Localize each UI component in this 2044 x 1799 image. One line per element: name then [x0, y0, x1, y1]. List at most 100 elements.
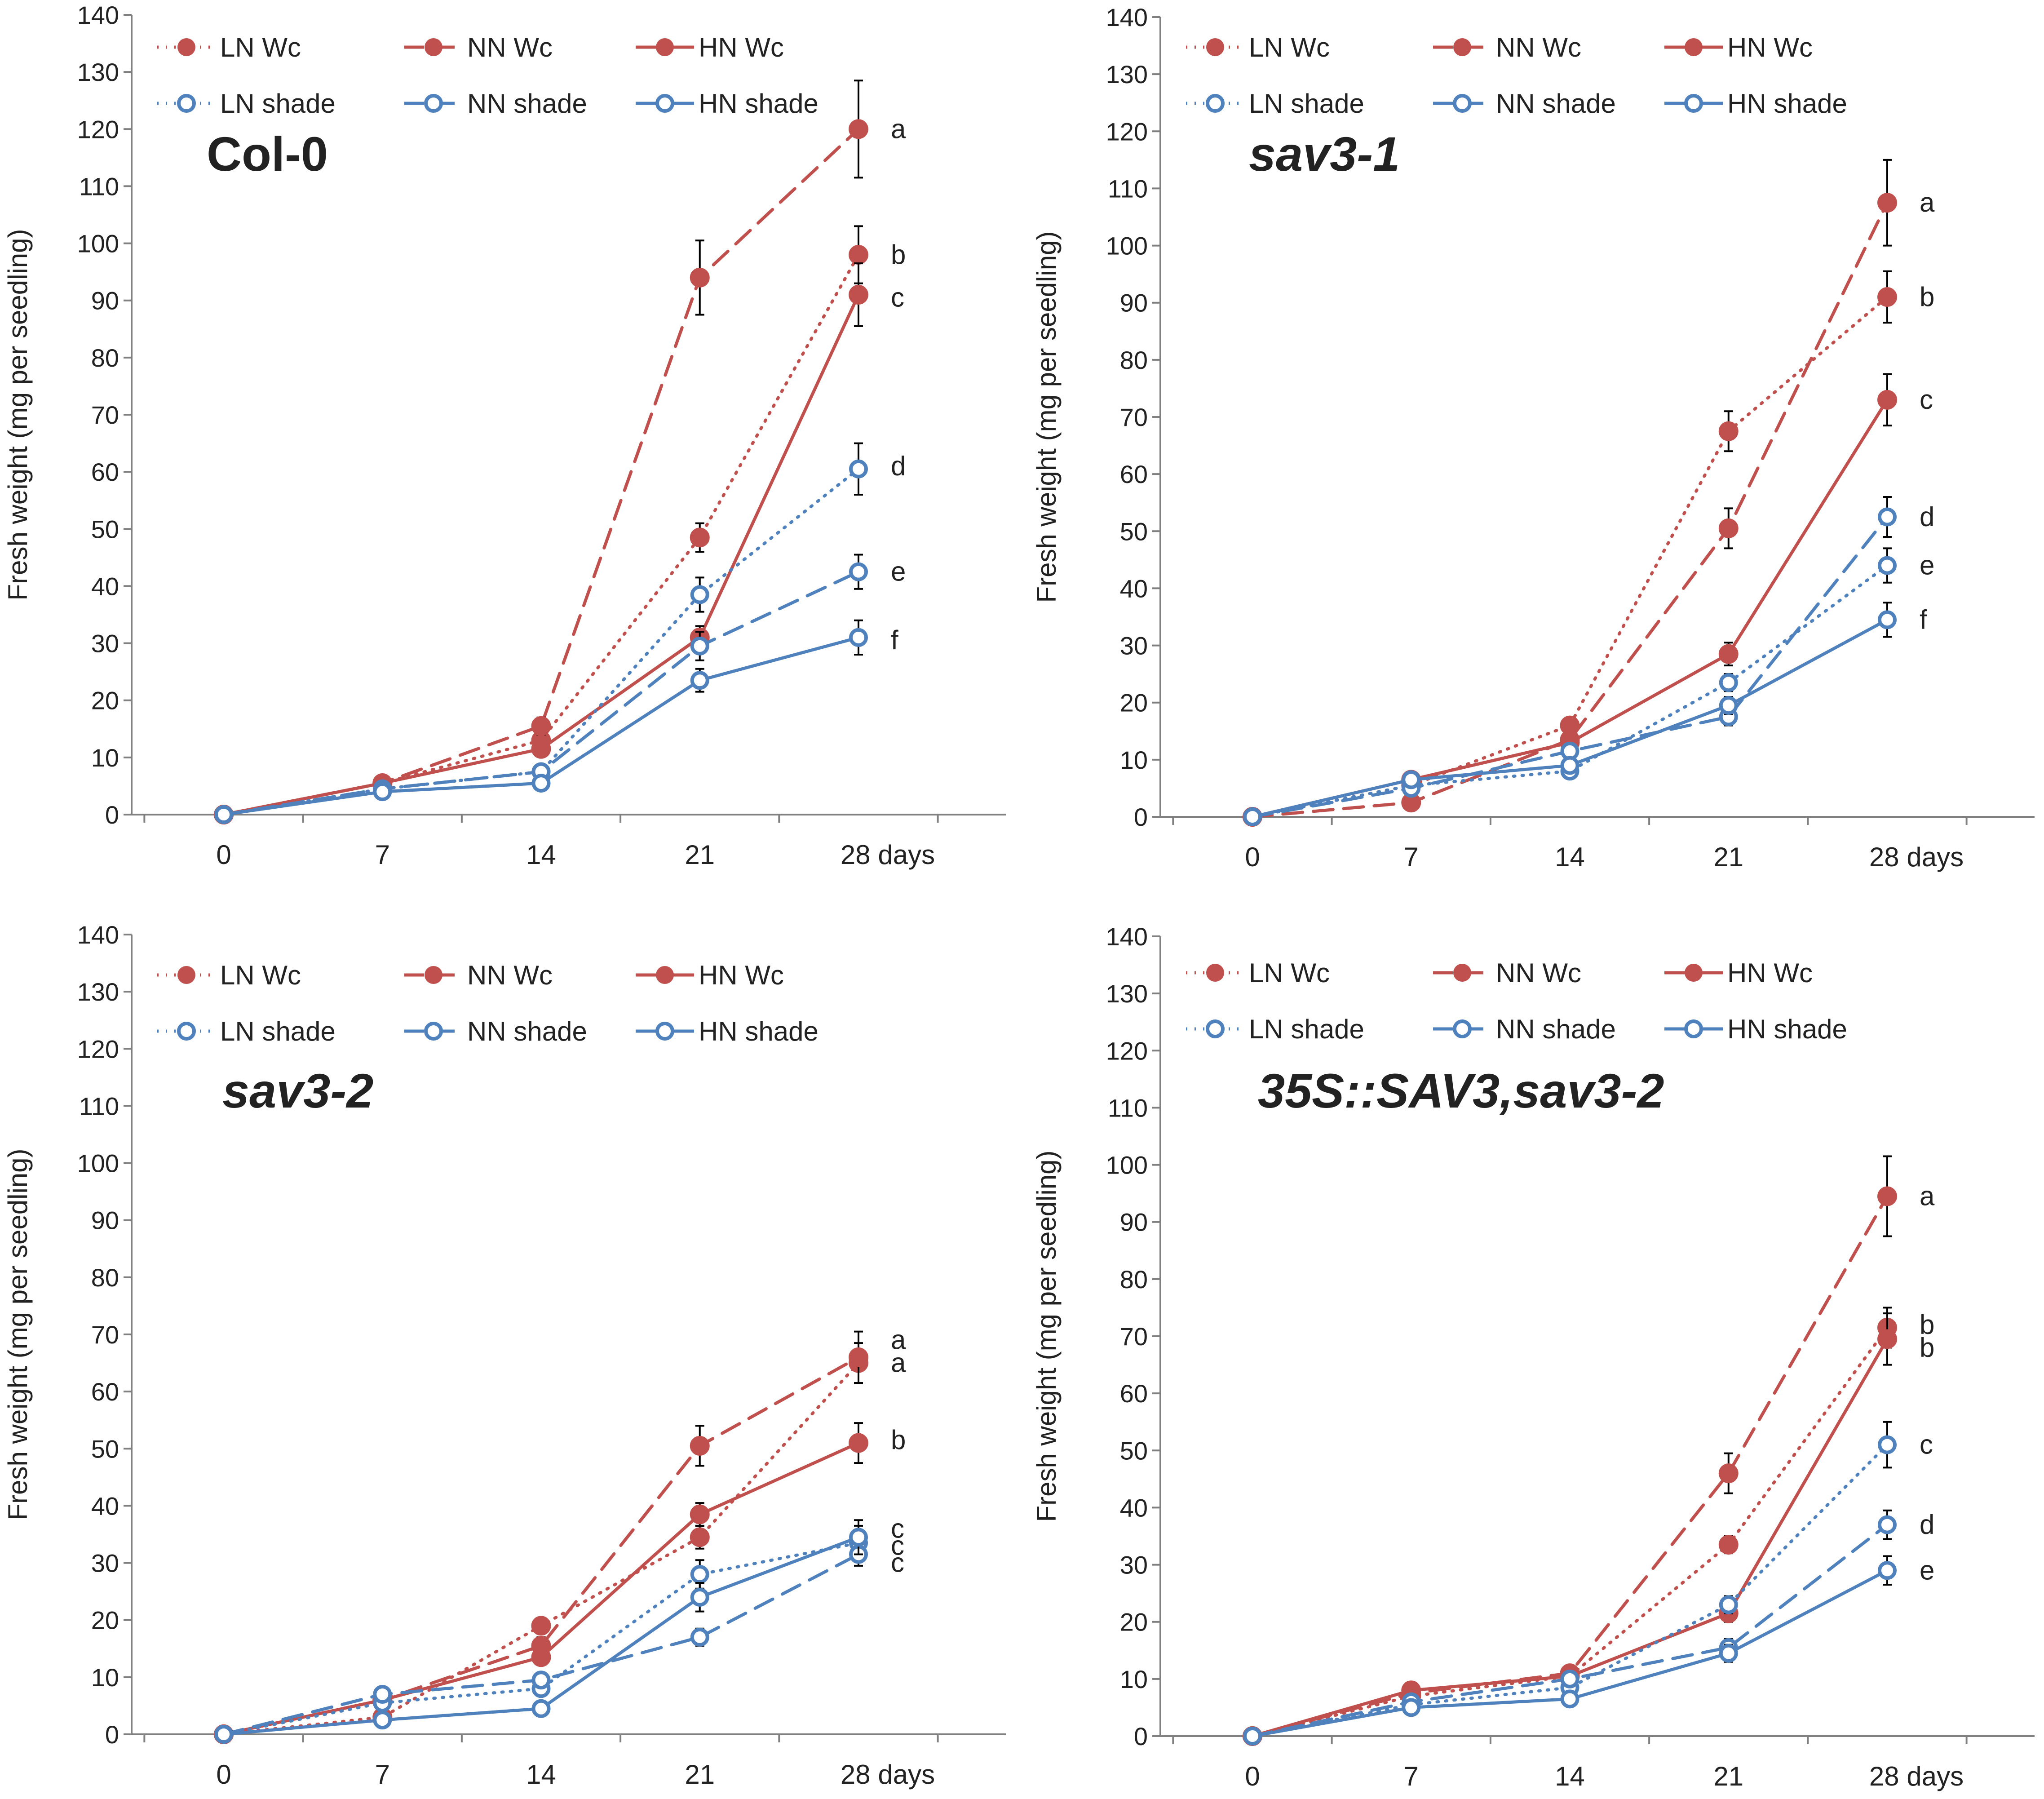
significance-label: a [1920, 187, 1935, 217]
chart-title: sav3-2 [222, 1063, 373, 1118]
legend-marker [1206, 1019, 1225, 1038]
legend-marker [655, 94, 674, 113]
y-tick-label: 120 [1106, 117, 1148, 146]
significance-label: b [1920, 1310, 1934, 1340]
y-tick-label: 20 [1120, 1608, 1148, 1636]
data-point [690, 636, 709, 656]
y-tick-label: 30 [91, 629, 119, 658]
y-tick-label: 100 [1106, 232, 1148, 260]
data-point [1718, 421, 1739, 441]
data-point [1560, 1669, 1579, 1688]
legend-marker [1453, 964, 1471, 982]
legend-label: NN Wc [1496, 32, 1581, 62]
x-tick-label: 0 [1245, 842, 1260, 872]
legend-marker [1685, 38, 1703, 56]
y-tick-label: 50 [1120, 1436, 1148, 1465]
y-tick-label: 70 [91, 401, 119, 429]
legend-label: NN Wc [467, 32, 553, 62]
data-point [531, 1699, 551, 1718]
y-tick-label: 120 [1106, 1037, 1148, 1065]
y-tick-label: 80 [1120, 1265, 1148, 1294]
data-point [531, 1647, 551, 1667]
x-tick-label: 21 [1713, 842, 1743, 872]
legend-item: NN Wc [404, 960, 553, 990]
legend-marker [1684, 94, 1703, 113]
data-point [849, 459, 868, 479]
chart-title: Col-0 [207, 127, 328, 181]
legend-item: NN Wc [404, 32, 553, 62]
data-point [690, 527, 710, 548]
y-tick-label: 120 [77, 1035, 119, 1063]
data-point [690, 671, 709, 690]
legend-marker [177, 966, 195, 984]
data-point [849, 1347, 868, 1367]
y-tick-label: 110 [1108, 174, 1148, 203]
legend-label: LN Wc [1249, 958, 1330, 988]
y-tick-label: 50 [91, 1435, 119, 1463]
data-point [373, 1685, 392, 1704]
legend-label: NN shade [467, 1016, 587, 1046]
x-tick-label: 21 [685, 1759, 715, 1790]
y-axis-label: Fresh weight (mg per seedling) [1031, 231, 1062, 603]
data-point [1719, 696, 1738, 715]
legend-item: LN shade [157, 89, 336, 119]
y-tick-label: 0 [1134, 803, 1148, 831]
legend-label: LN shade [1249, 1014, 1364, 1044]
y-tick-label: 80 [91, 1263, 119, 1292]
y-tick-label: 130 [1106, 979, 1148, 1008]
data-point [214, 1725, 233, 1744]
series-line-3 [222, 467, 860, 816]
data-point [1878, 507, 1897, 527]
y-tick-label: 50 [91, 515, 119, 543]
data-point [1243, 1727, 1262, 1746]
y-tick-label: 140 [77, 921, 119, 949]
x-tick-label: 28 days [841, 840, 935, 870]
legend-label: HN Wc [1727, 32, 1813, 62]
significance-label: b [1920, 1332, 1934, 1362]
legend-item: NN shade [404, 89, 587, 119]
legend-marker [425, 966, 442, 984]
significance-label: c [891, 282, 904, 312]
x-tick-label: 0 [216, 1759, 231, 1790]
significance-label: a [891, 1325, 906, 1355]
data-point [690, 1504, 710, 1524]
legend-item: HN shade [1664, 89, 1847, 119]
data-point [1877, 1186, 1897, 1206]
data-point [531, 774, 551, 793]
series-line-1 [1251, 201, 1889, 819]
significance-label: f [1920, 604, 1927, 634]
x-tick-label: 7 [1404, 1761, 1419, 1791]
legend-label: HN Wc [699, 32, 784, 62]
chart-title: 35S::SAV3,sav3-2 [1258, 1063, 1664, 1118]
data-point [849, 285, 868, 305]
y-tick-label: 10 [91, 744, 119, 772]
data-point [373, 1710, 392, 1730]
legend-marker [177, 1022, 196, 1041]
y-tick-label: 10 [1120, 746, 1148, 774]
legend-item: LN shade [157, 1016, 336, 1046]
legend-item: LN Wc [1186, 32, 1330, 62]
y-tick-label: 80 [91, 344, 119, 372]
y-tick-label: 60 [1120, 1379, 1148, 1408]
x-tick-label: 0 [216, 840, 231, 870]
significance-label: b [1920, 282, 1934, 312]
data-point [690, 267, 710, 288]
data-point [1718, 518, 1739, 538]
legend-marker [1684, 1019, 1703, 1038]
legend-item: LN shade [1186, 89, 1364, 119]
data-point [1877, 193, 1897, 213]
legend-marker [1453, 94, 1472, 113]
legend-marker [425, 38, 442, 56]
data-point [1878, 610, 1897, 629]
significance-label: b [891, 1425, 906, 1455]
y-tick-label: 10 [1120, 1665, 1148, 1693]
y-tick-label: 90 [1120, 1208, 1148, 1236]
data-point [849, 628, 868, 647]
data-point [1878, 556, 1897, 575]
y-tick-label: 60 [91, 1378, 119, 1406]
legend-item: LN Wc [157, 32, 301, 62]
y-tick-label: 90 [91, 1206, 119, 1235]
series-line-3 [222, 1541, 860, 1736]
legend-item: LN shade [1186, 1014, 1364, 1044]
